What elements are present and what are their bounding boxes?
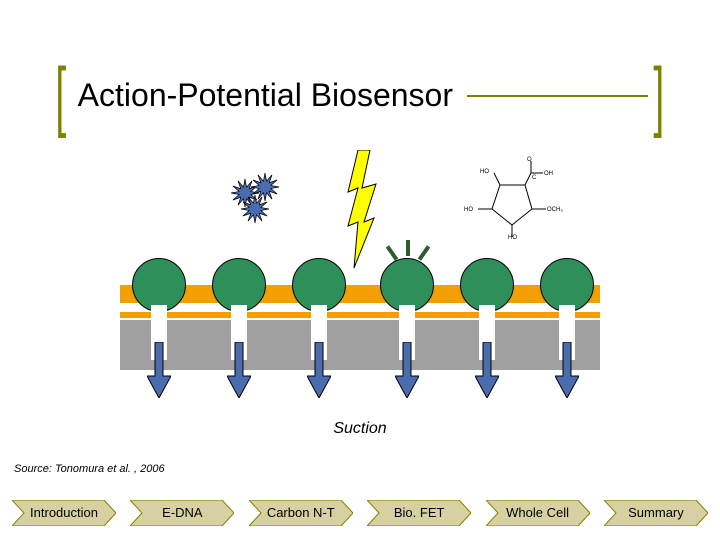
svg-text:HO: HO — [508, 235, 517, 240]
svg-text:C: C — [532, 175, 537, 181]
nav-item-whole-cell[interactable]: Whole Cell — [486, 500, 590, 526]
page-title: Action-Potential Biosensor — [72, 77, 459, 114]
bracket-left: [ — [55, 50, 66, 141]
nav-item-introduction[interactable]: Introduction — [12, 500, 116, 526]
svg-text:OCH₃: OCH₃ — [547, 207, 563, 213]
response-dash — [406, 240, 410, 256]
starburst-icon — [240, 194, 270, 224]
cell — [460, 258, 514, 312]
lightning-icon — [340, 150, 390, 270]
nav-item-label: Whole Cell — [506, 505, 569, 520]
title-bar: [ Action-Potential Biosensor ] — [50, 50, 670, 141]
suction-label: Suction — [0, 420, 720, 438]
membrane-bottom — [120, 312, 600, 318]
source-citation: Source: Tonomura et al. , 2006 — [14, 463, 165, 475]
nav-item-label: E-DNA — [162, 505, 202, 520]
cell — [540, 258, 594, 312]
response-dash — [418, 245, 430, 260]
suction-arrow — [307, 342, 331, 398]
nav-bar: Introduction E-DNA Carbon N-T Bio. FET Whole… — [12, 500, 708, 526]
suction-arrow — [555, 342, 579, 398]
nav-item-label: Carbon N-T — [267, 505, 335, 520]
cell — [132, 258, 186, 312]
svg-text:HO: HO — [464, 207, 473, 213]
cell — [380, 258, 434, 312]
molecule-structure: HO HO OCH₃ HO O OH C — [450, 155, 570, 240]
cell — [212, 258, 266, 312]
suction-arrow — [395, 342, 419, 398]
nav-item-carbon-n-t[interactable]: Carbon N-T — [249, 500, 353, 526]
nav-item-summary[interactable]: Summary — [604, 500, 708, 526]
diagram: HO HO OCH₃ HO O OH C — [120, 150, 600, 430]
title-underline — [467, 95, 648, 97]
substrate — [120, 320, 600, 370]
membrane-top — [120, 285, 600, 303]
nav-item-label: Introduction — [30, 505, 98, 520]
svg-text:HO: HO — [480, 169, 489, 175]
nav-item-e-dna[interactable]: E-DNA — [130, 500, 234, 526]
bracket-right: ] — [654, 50, 665, 141]
svg-text:OH: OH — [544, 171, 553, 177]
svg-text:O: O — [527, 157, 532, 163]
nav-item-label: Summary — [628, 505, 684, 520]
cell — [292, 258, 346, 312]
nav-item-bio-fet[interactable]: Bio. FET — [367, 500, 471, 526]
suction-arrow — [227, 342, 251, 398]
nav-item-label: Bio. FET — [394, 505, 445, 520]
suction-arrow — [147, 342, 171, 398]
suction-arrow — [475, 342, 499, 398]
